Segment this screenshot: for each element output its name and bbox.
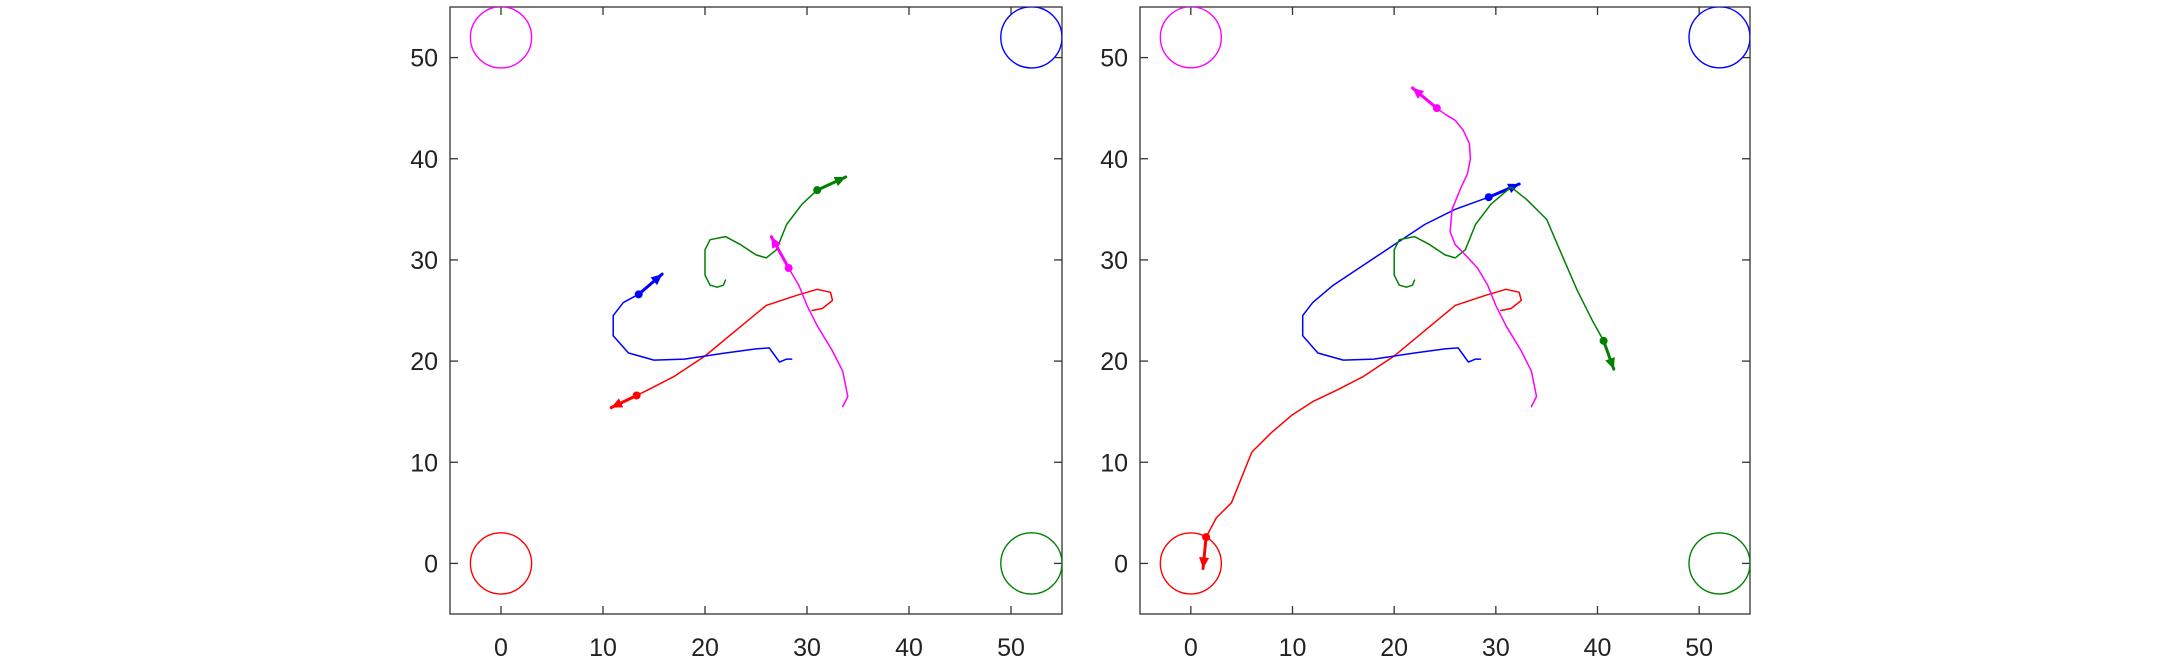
agent-position-dot-2 xyxy=(813,186,822,195)
velocity-arrow-head-3 xyxy=(771,236,781,249)
trajectory-line-1 xyxy=(612,293,793,363)
green-target xyxy=(1000,532,1062,595)
plot-area xyxy=(469,7,1062,595)
agent-position-dot-0 xyxy=(632,391,641,400)
y-tick-label: 40 xyxy=(410,146,438,174)
y-tick-label: 0 xyxy=(424,550,438,578)
trajectory-line-3 xyxy=(1436,107,1538,408)
x-tick-label: 20 xyxy=(1380,634,1408,662)
y-tick-label: 40 xyxy=(1100,146,1128,174)
y-tick-label: 50 xyxy=(1100,45,1128,73)
plot-area xyxy=(1159,7,1750,595)
red-target xyxy=(1159,532,1223,595)
trajectory-line-1 xyxy=(1301,196,1490,363)
trajectory-line-2 xyxy=(1393,186,1605,342)
y-tick-label: 20 xyxy=(410,348,438,376)
velocity-arrow-head-2 xyxy=(1605,357,1615,370)
x-tick-label: 40 xyxy=(895,634,923,662)
x-tick-label: 30 xyxy=(793,634,821,662)
agent-position-dot-3 xyxy=(784,264,793,273)
velocity-arrow-head-1 xyxy=(650,274,663,286)
magenta-target xyxy=(1159,7,1223,69)
trajectory-line-0 xyxy=(635,288,834,397)
x-tick-label: 10 xyxy=(1279,634,1307,662)
x-tick-label: 50 xyxy=(997,634,1025,662)
trajectory-plot-right: 0 10 20 30 40 50 0 10 20 30 40 50 xyxy=(1100,6,1751,662)
blue-target xyxy=(1000,7,1062,69)
x-tick-label: 10 xyxy=(589,634,617,662)
agent-position-dot-0 xyxy=(1202,533,1211,542)
x-tick-label: 0 xyxy=(1184,634,1198,662)
velocity-arrow-head-3 xyxy=(1412,87,1425,99)
agent-position-dot-1 xyxy=(1484,193,1493,202)
trajectory-plot-left: 0 10 20 30 40 50 0 10 20 30 40 50 xyxy=(410,6,1063,662)
green-target xyxy=(1688,532,1750,595)
magenta-target xyxy=(469,7,533,69)
agent-position-dot-1 xyxy=(634,290,643,299)
agent-position-dot-3 xyxy=(1432,104,1441,113)
agent-position-dot-2 xyxy=(1599,336,1608,345)
plot-frame xyxy=(1139,6,1751,615)
x-tick-label: 0 xyxy=(494,634,508,662)
y-tick-label: 50 xyxy=(410,45,438,73)
trajectory-line-0 xyxy=(1205,288,1523,538)
red-target xyxy=(469,532,533,595)
velocity-arrow-head-0 xyxy=(1199,557,1210,569)
y-tick-label: 20 xyxy=(1100,348,1128,376)
trajectory-line-2 xyxy=(704,189,818,288)
velocity-arrow-head-2 xyxy=(833,177,846,187)
x-tick-label: 30 xyxy=(1482,634,1510,662)
plot-frame xyxy=(449,6,1063,615)
y-tick-label: 30 xyxy=(1100,247,1128,275)
x-tick-label: 50 xyxy=(1685,634,1713,662)
blue-target xyxy=(1688,7,1750,69)
x-tick-label: 20 xyxy=(691,634,719,662)
y-tick-label: 0 xyxy=(1114,550,1128,578)
y-tick-label: 30 xyxy=(410,247,438,275)
x-tick-label: 40 xyxy=(1584,634,1612,662)
trajectory-line-3 xyxy=(787,267,849,408)
y-tick-label: 10 xyxy=(1100,449,1128,477)
y-tick-label: 10 xyxy=(410,449,438,477)
velocity-arrow-head-0 xyxy=(611,398,624,408)
